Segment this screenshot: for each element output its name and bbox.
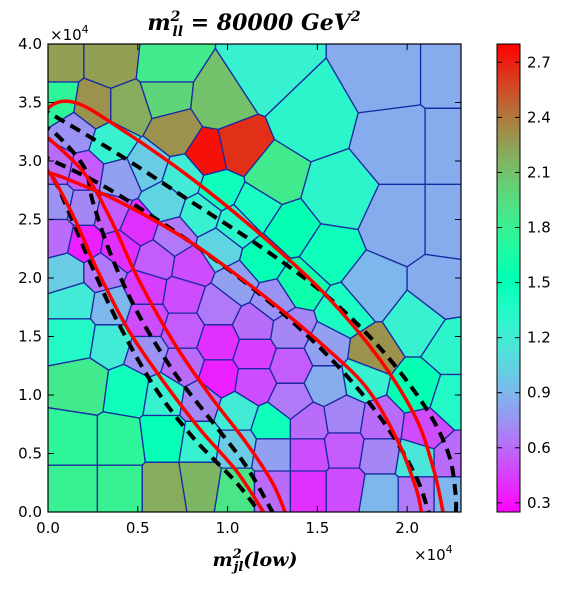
y-tick-label: 0.0: [18, 503, 42, 521]
voronoi-cell: [48, 464, 99, 512]
x-tick-label: 1.5: [305, 519, 329, 537]
colorbar-gradient: [496, 43, 521, 513]
x-multiplier: ×104: [414, 543, 453, 564]
voronoi-cell: [196, 324, 241, 361]
x-tick-label: 2.0: [395, 519, 419, 537]
colorbar-tick-label: 1.5: [527, 274, 551, 292]
y-tick-label: 3.5: [18, 94, 42, 112]
x-axis-label: m2 jl(low): [212, 547, 297, 575]
dashed-contour: [48, 170, 262, 512]
solid-contour: [48, 136, 287, 512]
voronoi-cell: [323, 432, 365, 469]
y-tick-label: 3.0: [18, 152, 42, 170]
y-tick-label: 2.0: [18, 269, 42, 287]
x-tick-label: 0.0: [36, 519, 60, 537]
voronoi-cell: [289, 438, 330, 472]
colorbar-tick-label: 0.9: [527, 384, 551, 402]
voronoi-cell: [397, 476, 435, 512]
y-tick-label: 2.5: [18, 211, 42, 229]
solid-contour: [48, 99, 445, 512]
voronoi-cell: [424, 107, 461, 186]
voronoi-cell: [48, 44, 85, 83]
y-tick-label: 4.0: [18, 35, 42, 53]
y-axis-ticks: 0.0 0.5 1.0 1.5 2.0 2.5 3.0 3.5 4.0: [18, 35, 461, 521]
colorbar-ticks: 0.3 0.6 0.9 1.2 1.5 1.8 2.1 2.4 2.7: [497, 53, 551, 512]
chart-title: m2 ll = 80000 GeV2: [147, 9, 360, 40]
voronoi-cell: [96, 411, 146, 466]
y-tick-label: 0.5: [18, 445, 42, 463]
colorbar: 0.3 0.6 0.9 1.2 1.5 1.8 2.1 2.4 2.7: [496, 43, 551, 513]
x-tick-label: 1.0: [216, 519, 240, 537]
x-axis-ticks: 0.0 0.5 1.0 1.5 2.0: [36, 44, 419, 537]
colorbar-tick-label: 2.4: [527, 108, 551, 126]
y-tick-label: 1.0: [18, 386, 42, 404]
colorbar-tick-label: 2.1: [527, 163, 551, 181]
y-tick-label: 1.5: [18, 328, 42, 346]
voronoi-cell: [48, 357, 110, 416]
colorbar-tick-label: 0.6: [527, 439, 551, 457]
contour-lines: [48, 99, 459, 512]
voronoi-cell: [250, 438, 292, 472]
voronoi-cell: [424, 183, 461, 261]
voronoi-cell: [48, 407, 99, 466]
x-tick-label: 0.5: [126, 519, 150, 537]
voronoi-cell: [419, 44, 461, 109]
y-multiplier: ×104: [50, 23, 89, 44]
colorbar-tick-label: 1.8: [527, 219, 551, 237]
solid-contour: [48, 168, 265, 512]
voronoi-cell: [358, 438, 402, 475]
colorbar-tick-label: 1.2: [527, 329, 551, 347]
voronoi-cell: [358, 473, 399, 512]
voronoi-cell: [232, 338, 277, 370]
dashed-contour: [48, 126, 275, 512]
voronoi-cell: [96, 464, 143, 512]
colorbar-tick-label: 2.7: [527, 53, 551, 71]
plot-area: [48, 44, 461, 512]
colorbar-tick-label: 0.3: [527, 494, 551, 512]
voronoi-cell: [289, 470, 327, 512]
